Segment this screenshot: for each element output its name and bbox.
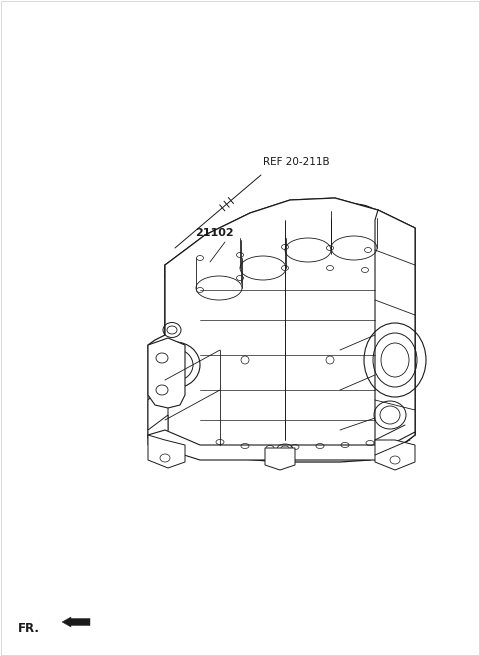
Text: 21102: 21102 — [195, 228, 234, 238]
Polygon shape — [148, 415, 168, 445]
Text: REF 20-211B: REF 20-211B — [263, 157, 330, 167]
Polygon shape — [148, 338, 185, 408]
Polygon shape — [148, 435, 185, 468]
Polygon shape — [375, 440, 415, 470]
Polygon shape — [165, 198, 415, 278]
FancyArrow shape — [62, 617, 90, 627]
Polygon shape — [165, 244, 200, 450]
Polygon shape — [165, 208, 415, 445]
Polygon shape — [148, 430, 415, 460]
Polygon shape — [375, 210, 415, 460]
Polygon shape — [265, 448, 295, 470]
Polygon shape — [148, 380, 168, 430]
Polygon shape — [148, 198, 415, 462]
Text: FR.: FR. — [18, 621, 40, 634]
